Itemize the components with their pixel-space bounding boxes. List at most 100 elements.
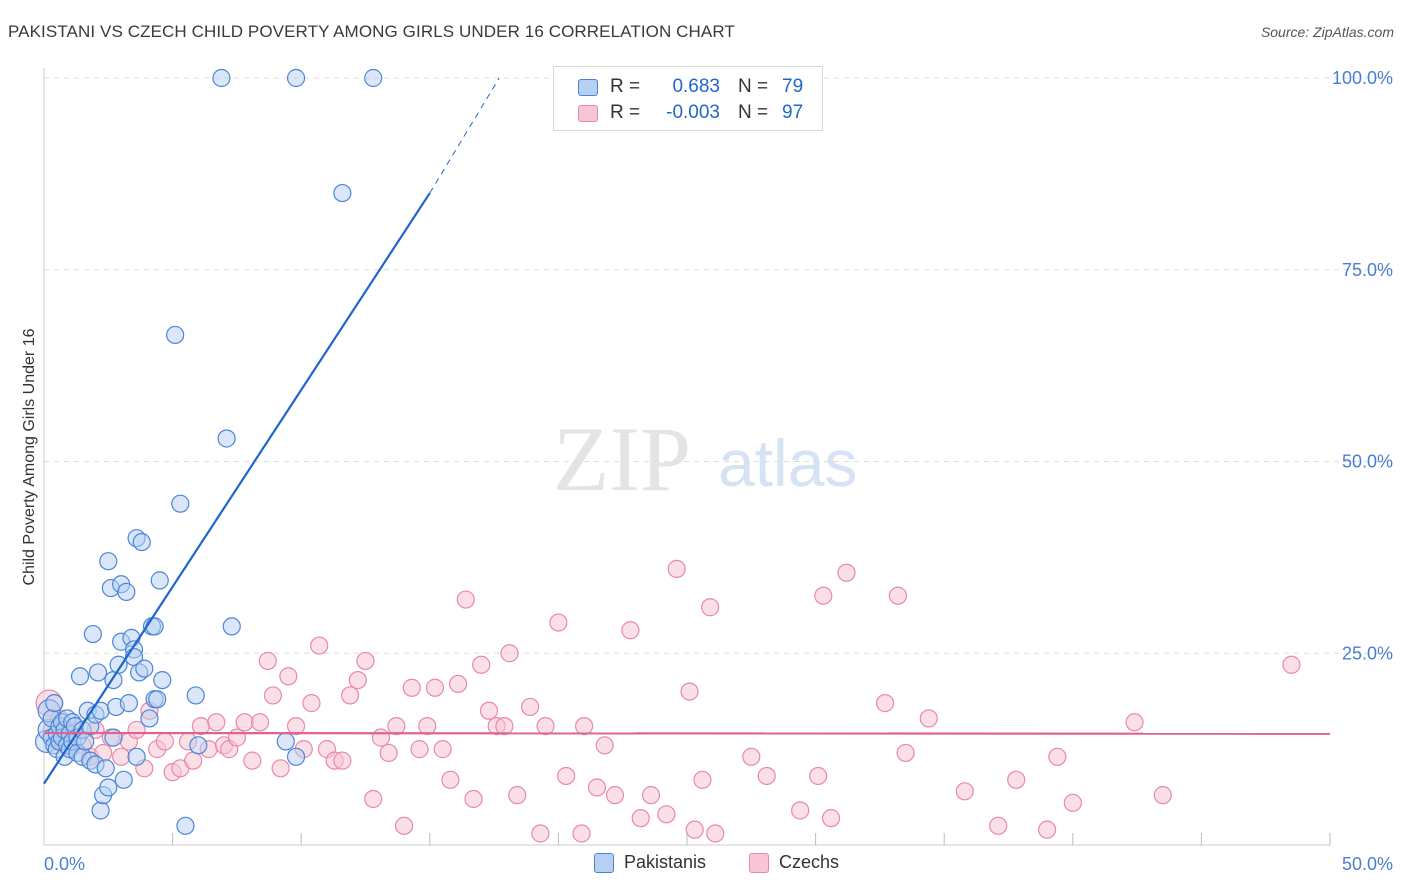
czechs-point	[549, 613, 568, 632]
czechs-point	[701, 598, 720, 617]
legend-swatch-pakistanis	[578, 78, 598, 96]
czechs-point	[340, 686, 360, 705]
pakistanis-point	[171, 494, 190, 513]
pakistanis-point	[153, 670, 172, 690]
czechs-point	[472, 655, 491, 674]
watermark: ZIP atlas	[553, 408, 857, 510]
czechs-point	[631, 809, 650, 828]
czechs-point	[587, 778, 607, 797]
czechs-point	[227, 728, 246, 747]
czechs-point	[1282, 655, 1301, 674]
pakistanis-point	[119, 694, 138, 713]
pakistanis-point	[70, 667, 90, 686]
czechs-point	[464, 789, 483, 809]
czechs-point	[508, 786, 527, 805]
x-tick-label: 0.0%	[44, 854, 85, 874]
legend-n-value: 97	[782, 102, 804, 123]
pakistanis-point	[217, 429, 236, 448]
czechs-points	[35, 559, 1301, 843]
czechs-point	[112, 747, 131, 766]
pakistanis-point	[109, 655, 128, 674]
czechs-point	[621, 621, 640, 640]
pakistanis-point	[132, 532, 151, 552]
czechs-point	[207, 713, 226, 732]
czechs-point	[595, 736, 614, 755]
czechs-point	[263, 686, 283, 705]
legend-r-value: -0.003	[666, 102, 720, 123]
legend-swatch-czechs	[578, 104, 598, 122]
watermark-zip: ZIP	[553, 408, 691, 510]
pakistanis-point	[91, 801, 110, 820]
czechs-point	[364, 789, 383, 809]
pakistanis-point	[186, 686, 205, 705]
czechs-point	[184, 751, 203, 770]
czechs-point	[418, 717, 437, 736]
czechs-point	[1153, 786, 1172, 805]
czechs-point	[888, 586, 908, 605]
pakistanis-point	[286, 747, 306, 766]
legend-n-value: 79	[782, 76, 804, 97]
czechs-point	[379, 743, 398, 763]
y-tick-label: 75.0%	[1342, 260, 1393, 280]
czechs-point	[286, 717, 306, 736]
pakistanis-point	[189, 736, 208, 755]
czechs-point	[387, 717, 406, 736]
pakistanis-point	[176, 816, 195, 835]
pakistanis-point	[76, 732, 95, 751]
czechs-point	[348, 670, 367, 690]
legend-r-label: R =	[610, 102, 641, 123]
pakistanis-point	[333, 183, 352, 203]
czechs-point	[456, 590, 475, 609]
czechs-point	[572, 824, 591, 843]
czechs-point	[875, 694, 895, 713]
legend-r-value: 0.683	[672, 76, 720, 97]
pakistanis-point	[135, 659, 154, 678]
y-tick-label: 25.0%	[1342, 643, 1393, 663]
pakistanis-points	[34, 68, 383, 835]
czechs-point	[441, 770, 460, 789]
czechs-point	[448, 674, 468, 694]
chart-title: PAKISTANI VS CZECH CHILD POVERTY AMONG G…	[8, 22, 735, 41]
pakistanis-point	[96, 759, 115, 778]
trend-lines	[43, 77, 1331, 785]
czechs-point	[521, 697, 540, 717]
czechs-point	[955, 782, 974, 801]
gridlines	[44, 77, 1392, 654]
czechs-point	[310, 636, 329, 655]
czechs-point	[896, 743, 915, 763]
czechs-point	[693, 770, 712, 789]
czechs-point	[495, 717, 514, 736]
czechs-point	[356, 651, 375, 671]
pakistanis-trend-extension	[429, 77, 500, 194]
pakistanis-point	[140, 709, 159, 728]
czechs-point	[1007, 770, 1026, 789]
pakistanis-point	[99, 778, 118, 797]
legend-n-label: N =	[738, 76, 769, 97]
pakistanis-point	[99, 552, 118, 571]
czechs-point	[641, 786, 661, 805]
legend-item-czechs[interactable]: Czechs	[749, 852, 839, 873]
czechs-point	[479, 701, 499, 720]
legend-swatch-czechs	[749, 852, 769, 873]
czechs-point	[1037, 820, 1057, 839]
legend-row-czechs: R = -0.003 N = 97	[578, 101, 803, 125]
czechs-point	[279, 667, 298, 686]
y-tick-label: 50.0%	[1342, 452, 1393, 472]
legend-label-czechs: Czechs	[779, 852, 840, 872]
tick-labels: 25.0% 50.0% 75.0% 100.0% 0.0% 50.0%	[44, 68, 1393, 874]
legend-swatch-pakistanis	[594, 852, 614, 873]
czechs-point	[706, 824, 725, 843]
pakistanis-point	[276, 732, 295, 751]
pakistanis-point	[145, 617, 164, 636]
legend-item-pakistanis[interactable]: Pakistanis	[594, 852, 706, 873]
pakistanis-point	[104, 728, 123, 747]
czechs-trend-line	[43, 731, 1331, 735]
czechs-point	[425, 678, 445, 697]
czechs-point	[821, 809, 841, 828]
czechs-point	[685, 820, 704, 839]
pakistanis-point	[45, 694, 64, 713]
czechs-point	[575, 717, 594, 736]
czechs-point	[536, 717, 555, 736]
legend-n-label: N =	[738, 102, 769, 123]
